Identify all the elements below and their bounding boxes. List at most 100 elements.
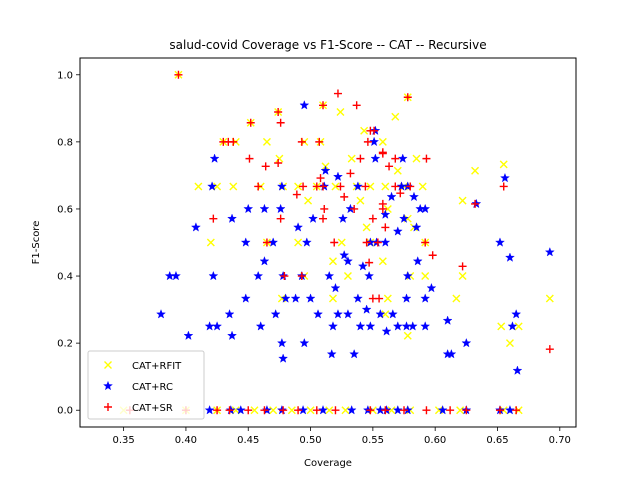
x-tick-label: 0.50 bbox=[299, 435, 321, 446]
data-point bbox=[204, 321, 215, 331]
data-point bbox=[279, 406, 288, 415]
data-point bbox=[245, 154, 254, 163]
data-point bbox=[333, 309, 343, 319]
data-point bbox=[471, 199, 480, 208]
data-point bbox=[331, 182, 340, 191]
data-point bbox=[262, 238, 271, 247]
data-point bbox=[190, 222, 201, 232]
data-point bbox=[456, 406, 465, 415]
x-tick-label: 0.70 bbox=[549, 435, 571, 446]
data-point bbox=[421, 238, 430, 247]
data-point bbox=[545, 345, 554, 354]
data-point bbox=[383, 294, 392, 303]
data-point bbox=[399, 213, 409, 223]
data-point bbox=[316, 174, 325, 183]
data-point bbox=[378, 137, 387, 146]
series-cat-sr bbox=[125, 70, 554, 415]
data-point bbox=[276, 337, 287, 348]
legend-label: CAT+SR bbox=[132, 403, 173, 414]
chart-title: salud-covid Coverage vs F1-Score -- CAT … bbox=[169, 38, 486, 52]
x-tick-label: 0.55 bbox=[362, 435, 384, 446]
data-point bbox=[442, 315, 453, 325]
data-point bbox=[446, 349, 457, 359]
legend-marker bbox=[103, 380, 113, 391]
data-point bbox=[407, 321, 418, 331]
data-point bbox=[336, 182, 345, 191]
data-point bbox=[356, 196, 365, 205]
data-point bbox=[458, 272, 467, 281]
data-point bbox=[320, 204, 329, 213]
data-point bbox=[499, 160, 508, 169]
data-point bbox=[412, 154, 421, 163]
y-tick-label: 0.6 bbox=[57, 204, 73, 215]
data-point bbox=[365, 321, 376, 331]
data-point bbox=[331, 406, 340, 415]
data-point bbox=[209, 153, 220, 163]
data-point bbox=[360, 126, 369, 135]
legend-marker bbox=[104, 403, 112, 411]
x-tick-label: 0.45 bbox=[237, 435, 259, 446]
y-tick-label: 0.4 bbox=[57, 272, 73, 283]
data-point bbox=[386, 191, 397, 202]
data-point bbox=[229, 137, 238, 146]
x-tick-label: 0.35 bbox=[112, 435, 134, 446]
data-point bbox=[328, 294, 337, 303]
data-point bbox=[337, 238, 346, 247]
x-tick-label: 0.60 bbox=[424, 435, 446, 446]
data-point bbox=[343, 272, 352, 281]
data-point bbox=[363, 137, 372, 146]
data-point bbox=[301, 237, 312, 247]
data-point bbox=[246, 118, 255, 127]
data-point bbox=[366, 126, 375, 135]
data-point bbox=[378, 204, 387, 213]
data-point bbox=[276, 181, 287, 191]
data-point bbox=[304, 196, 313, 205]
data-point bbox=[452, 294, 461, 303]
data-point bbox=[544, 247, 555, 257]
data-point bbox=[299, 337, 310, 348]
data-point bbox=[392, 321, 403, 331]
data-point bbox=[364, 270, 375, 281]
data-point bbox=[340, 192, 349, 201]
data-point bbox=[274, 108, 283, 117]
x-tick-label: 0.65 bbox=[486, 435, 508, 446]
data-point bbox=[458, 262, 467, 271]
x-tick-label: 0.40 bbox=[175, 435, 197, 446]
data-point bbox=[320, 165, 331, 175]
data-point bbox=[319, 182, 328, 191]
data-point bbox=[458, 196, 467, 205]
data-point bbox=[421, 272, 430, 281]
data-point bbox=[446, 406, 455, 415]
data-point bbox=[378, 257, 387, 266]
data-point bbox=[240, 293, 251, 303]
data-point bbox=[308, 213, 318, 223]
data-point bbox=[505, 339, 514, 348]
data-point bbox=[380, 237, 391, 247]
legend: CAT+RFIT CAT+RC CAT+SR bbox=[87, 350, 205, 420]
data-point bbox=[227, 330, 237, 340]
data-point bbox=[462, 406, 471, 415]
data-point bbox=[333, 89, 342, 98]
data-point bbox=[392, 226, 403, 236]
data-point bbox=[370, 153, 381, 163]
data-point bbox=[366, 406, 375, 415]
data-point bbox=[514, 322, 523, 331]
data-point bbox=[437, 405, 448, 415]
data-point bbox=[381, 406, 390, 415]
data-point bbox=[369, 136, 380, 147]
data-point bbox=[391, 182, 400, 191]
data-point bbox=[396, 181, 407, 191]
data-point bbox=[362, 238, 371, 247]
data-point bbox=[325, 406, 334, 415]
data-point bbox=[401, 293, 412, 303]
data-point bbox=[505, 252, 515, 262]
data-point bbox=[156, 309, 166, 319]
data-point bbox=[378, 149, 387, 158]
data-point bbox=[330, 238, 339, 247]
data-point bbox=[402, 270, 413, 281]
data-point bbox=[397, 153, 408, 163]
data-point bbox=[428, 251, 437, 260]
data-point bbox=[375, 294, 384, 303]
data-point bbox=[261, 162, 270, 171]
